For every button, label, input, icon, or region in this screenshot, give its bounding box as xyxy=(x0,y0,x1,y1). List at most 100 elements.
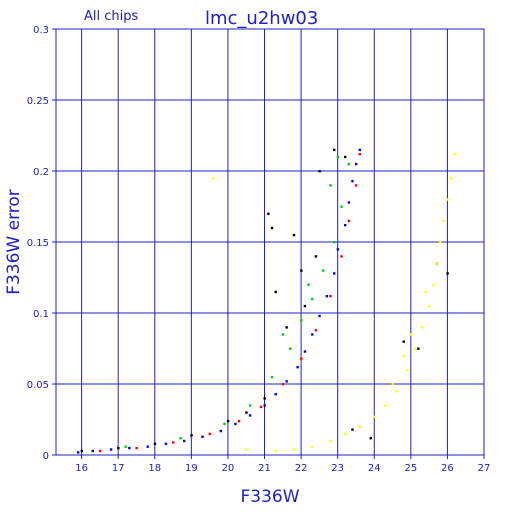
data-point xyxy=(128,446,131,450)
data-point xyxy=(281,333,285,336)
x-tick-label: 23 xyxy=(331,463,344,474)
data-point xyxy=(300,319,303,322)
data-point xyxy=(281,383,285,386)
data-point xyxy=(450,177,453,180)
y-tick-label: 0.1 xyxy=(33,309,49,320)
data-point xyxy=(413,347,416,350)
data-point xyxy=(172,441,175,444)
data-point xyxy=(358,152,362,156)
y-axis-label: F336W error xyxy=(4,189,24,295)
data-point xyxy=(329,184,332,187)
data-point xyxy=(124,445,127,448)
data-point xyxy=(311,297,314,301)
data-point xyxy=(263,404,266,407)
data-point xyxy=(318,314,321,318)
data-point xyxy=(347,219,351,223)
data-point xyxy=(336,155,340,159)
data-point xyxy=(395,390,398,393)
data-point xyxy=(343,155,347,159)
data-point xyxy=(347,162,351,166)
x-axis-label: F336W xyxy=(240,487,299,507)
data-point xyxy=(179,436,182,440)
data-point xyxy=(201,435,204,438)
y-tick-label: 0.25 xyxy=(27,96,49,107)
data-point xyxy=(274,449,277,453)
data-point xyxy=(406,368,409,372)
data-point xyxy=(318,170,321,173)
data-point xyxy=(219,429,223,433)
data-point xyxy=(91,449,94,453)
data-point xyxy=(109,448,113,451)
data-point xyxy=(303,304,307,308)
data-point xyxy=(409,333,413,336)
data-point xyxy=(135,446,138,450)
data-point xyxy=(98,449,102,453)
data-point xyxy=(340,255,343,258)
data-point xyxy=(351,428,354,431)
data-point xyxy=(303,350,307,353)
data-point xyxy=(446,198,449,201)
data-point xyxy=(212,177,215,180)
data-point xyxy=(439,241,442,244)
x-tick-label: 26 xyxy=(441,463,454,474)
x-tick-label: 19 xyxy=(185,463,198,474)
grid xyxy=(52,28,485,459)
data-point xyxy=(442,219,446,223)
data-point xyxy=(76,451,80,454)
data-point xyxy=(358,425,362,428)
data-point xyxy=(296,365,299,369)
data-point xyxy=(245,411,248,414)
data-point xyxy=(428,304,431,308)
data-point xyxy=(453,152,457,156)
plot-frame xyxy=(55,28,485,456)
data-point xyxy=(343,223,347,227)
data-point xyxy=(322,269,325,272)
data-point xyxy=(292,448,296,451)
data-point xyxy=(146,445,149,448)
data-point xyxy=(183,439,186,443)
data-point xyxy=(369,436,372,440)
data-point xyxy=(420,326,424,329)
data-point xyxy=(285,326,288,329)
chart-subtitle: All chips xyxy=(84,9,138,24)
x-tick-label: 20 xyxy=(222,463,235,474)
data-point xyxy=(340,205,343,208)
data-point xyxy=(245,448,248,451)
data-point xyxy=(329,294,332,298)
data-point xyxy=(274,392,277,396)
y-tick-labels: 0 0.05 0.1 0.15 0.2 0.25 0.3 xyxy=(27,25,49,462)
data-point xyxy=(223,422,226,426)
data-point xyxy=(307,283,310,286)
data-point xyxy=(347,201,351,204)
data-point xyxy=(435,262,438,265)
y-tick-label: 0.05 xyxy=(27,380,49,391)
x-tick-label: 24 xyxy=(368,463,381,474)
data-point xyxy=(226,419,230,423)
data-point xyxy=(237,419,241,423)
y-tick-label: 0 xyxy=(43,451,49,462)
data-point xyxy=(153,442,157,446)
data-point xyxy=(117,446,120,450)
data-point xyxy=(402,340,405,343)
data-point xyxy=(311,333,314,336)
data-point xyxy=(336,248,340,251)
data-point xyxy=(343,432,347,436)
chart-title: lmc_u2hw03 xyxy=(205,8,318,29)
data-point xyxy=(300,357,303,360)
data-point xyxy=(248,414,252,417)
data-point xyxy=(402,354,405,357)
data-point xyxy=(314,255,318,258)
data-point xyxy=(270,375,274,379)
data-point xyxy=(446,272,449,275)
data-point xyxy=(292,233,296,237)
data-point xyxy=(424,290,427,294)
data-point xyxy=(354,162,358,166)
data-point xyxy=(259,405,263,409)
data-point xyxy=(311,445,314,448)
data-point xyxy=(384,404,387,407)
data-point xyxy=(270,226,274,230)
x-tick-label: 17 xyxy=(112,463,125,474)
data-point xyxy=(351,179,354,183)
data-point xyxy=(208,432,212,436)
